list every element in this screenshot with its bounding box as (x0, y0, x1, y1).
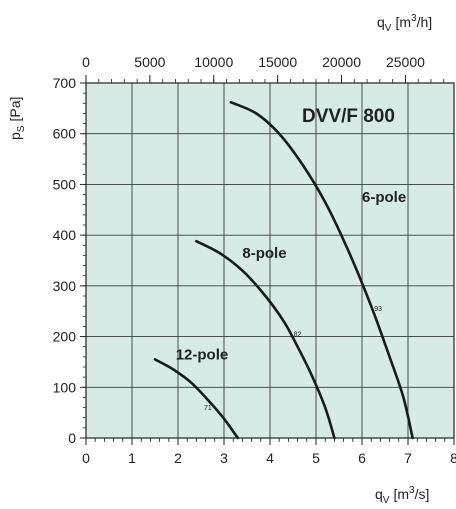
x2-tick-label: 20000 (322, 54, 361, 70)
curve-mark-12-pole: 71 (204, 405, 212, 412)
axis-ticks (80, 75, 455, 445)
x-tick-label: 6 (358, 450, 366, 466)
x-tick-label: 1 (128, 450, 136, 466)
x-axis-title: qV [m3/s] (375, 485, 429, 506)
grid-lines (86, 83, 454, 438)
x-tick-label: 0 (82, 450, 90, 466)
x2-tick-label: 5000 (134, 54, 165, 70)
y-tick-label: 400 (53, 227, 77, 243)
x-tick-label: 4 (266, 450, 274, 466)
y-tick-label: 600 (53, 126, 77, 142)
curve-12-pole (153, 358, 240, 440)
x2-axis-title: qV [m3/h] (377, 13, 432, 34)
x2-tick-label: 10000 (194, 54, 233, 70)
x2-tick-label: 15000 (258, 54, 297, 70)
x-tick-label: 2 (174, 450, 182, 466)
chart-labels: DVV/F 800 qV [m3/s] qV [m3/h] pS[Pa] 0 1 2 3 4… (7, 13, 456, 506)
y-tick-label: 0 (68, 430, 76, 446)
y-tick-label: 500 (53, 176, 77, 192)
y-tick-label: 300 (53, 278, 77, 294)
y-tick-label: 700 (53, 75, 77, 91)
x-tick-label: 3 (220, 450, 228, 466)
chart-title: DVV/F 800 (302, 106, 395, 127)
y-tick-label: 200 (53, 329, 77, 345)
x-tick-label: 5 (312, 450, 320, 466)
x-tick-label: 7 (404, 450, 412, 466)
curve-label-6-pole: 6-pole (362, 189, 406, 206)
curve-label-12-pole: 12-pole (176, 346, 229, 363)
y-axis-title: pS[Pa] (7, 97, 27, 140)
curve-label-8-pole: 8-pole (242, 245, 286, 262)
x-tick-label: 8 (450, 450, 456, 466)
curve-mark-6-pole: 93 (374, 306, 382, 313)
x2-tick-label: 25000 (386, 54, 425, 70)
y-tick-label: 100 (53, 379, 77, 395)
curve-8-pole (195, 239, 336, 440)
curve-mark-8-pole: 82 (294, 332, 302, 339)
plot-frame (85, 82, 455, 439)
fan-curves (153, 101, 414, 440)
curve-6-pole (229, 101, 414, 440)
x2-tick-label: 0 (82, 54, 90, 70)
